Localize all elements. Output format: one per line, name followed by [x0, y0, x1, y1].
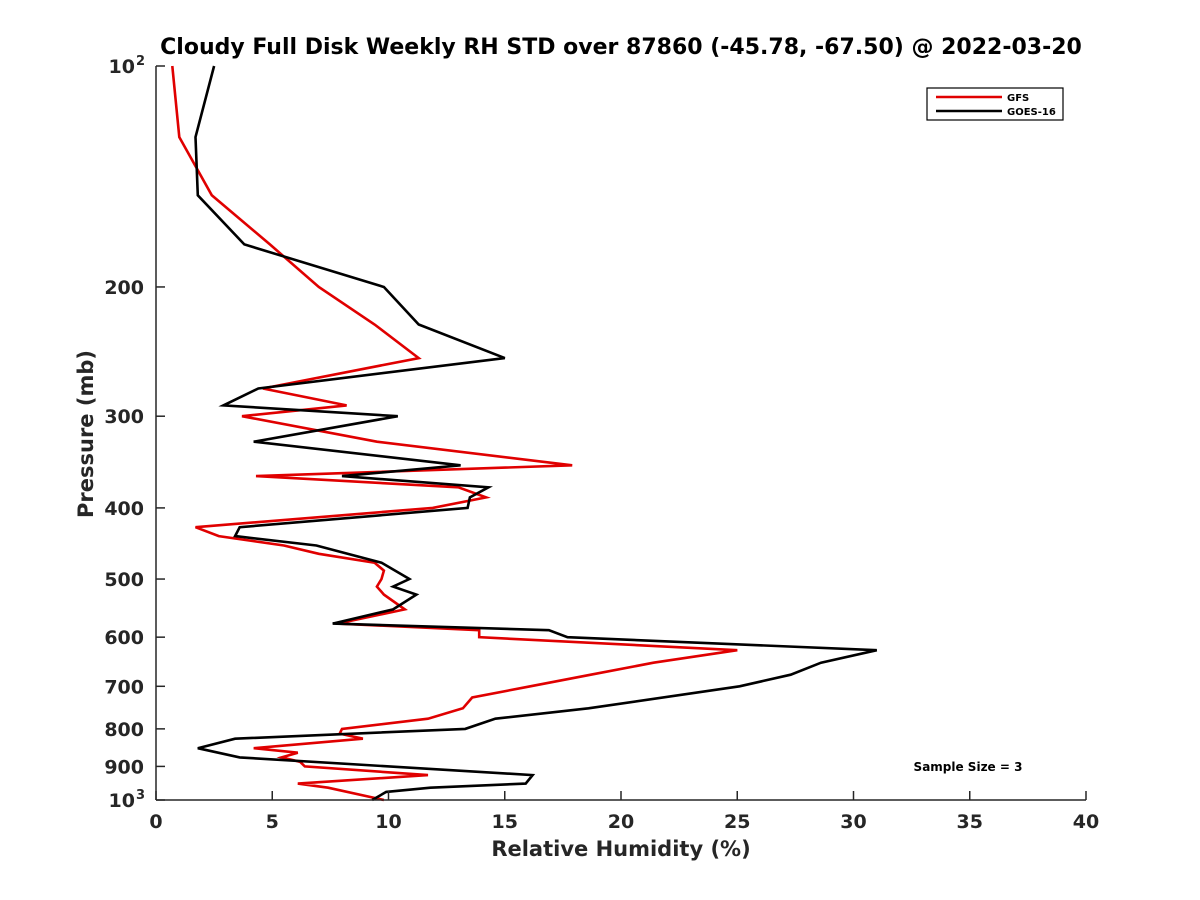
- y-tick-label: 400: [104, 498, 144, 520]
- legend-box: [926, 87, 1064, 121]
- x-axis-label: Relative Humidity (%): [491, 837, 750, 861]
- chart-title: Cloudy Full Disk Weekly RH STD over 8786…: [160, 35, 1082, 60]
- x-tick-label: 5: [266, 811, 279, 833]
- sample-size-annotation: Sample Size = 3: [914, 760, 1023, 774]
- y-tick-label: 10: [109, 790, 135, 812]
- series-line-gfs: [171, 65, 738, 802]
- x-tick-label: 0: [149, 811, 162, 833]
- legend-label-goes-16: GOES-16: [1007, 107, 1056, 118]
- series-layer: [171, 65, 878, 802]
- y-tick-label: 800: [104, 719, 144, 741]
- y-tick-label: 200: [104, 277, 144, 299]
- y-tick-label: 900: [104, 756, 144, 778]
- series-line-goes-16: [194, 65, 878, 802]
- x-tick-label: 35: [957, 811, 983, 833]
- x-tick-label: 25: [724, 811, 750, 833]
- legend: GFS GOES-16: [926, 87, 1064, 121]
- y-tick-label: 300: [104, 406, 144, 428]
- y-tick-label: 600: [104, 627, 144, 649]
- y-axis-label: Pressure (mb): [74, 350, 98, 518]
- y-tick-label: 10: [109, 56, 135, 78]
- y-tick-exponent: 3: [136, 788, 145, 803]
- x-tick-label: 15: [492, 811, 518, 833]
- x-tick-label: 10: [375, 811, 401, 833]
- x-tick-label: 20: [608, 811, 634, 833]
- x-tick-label: 40: [1073, 811, 1099, 833]
- y-tick-label: 500: [104, 569, 144, 591]
- x-tick-label: 30: [840, 811, 866, 833]
- y-tick-exponent: 2: [136, 54, 145, 69]
- legend-label-gfs: GFS: [1007, 93, 1029, 104]
- y-tick-label: 700: [104, 676, 144, 698]
